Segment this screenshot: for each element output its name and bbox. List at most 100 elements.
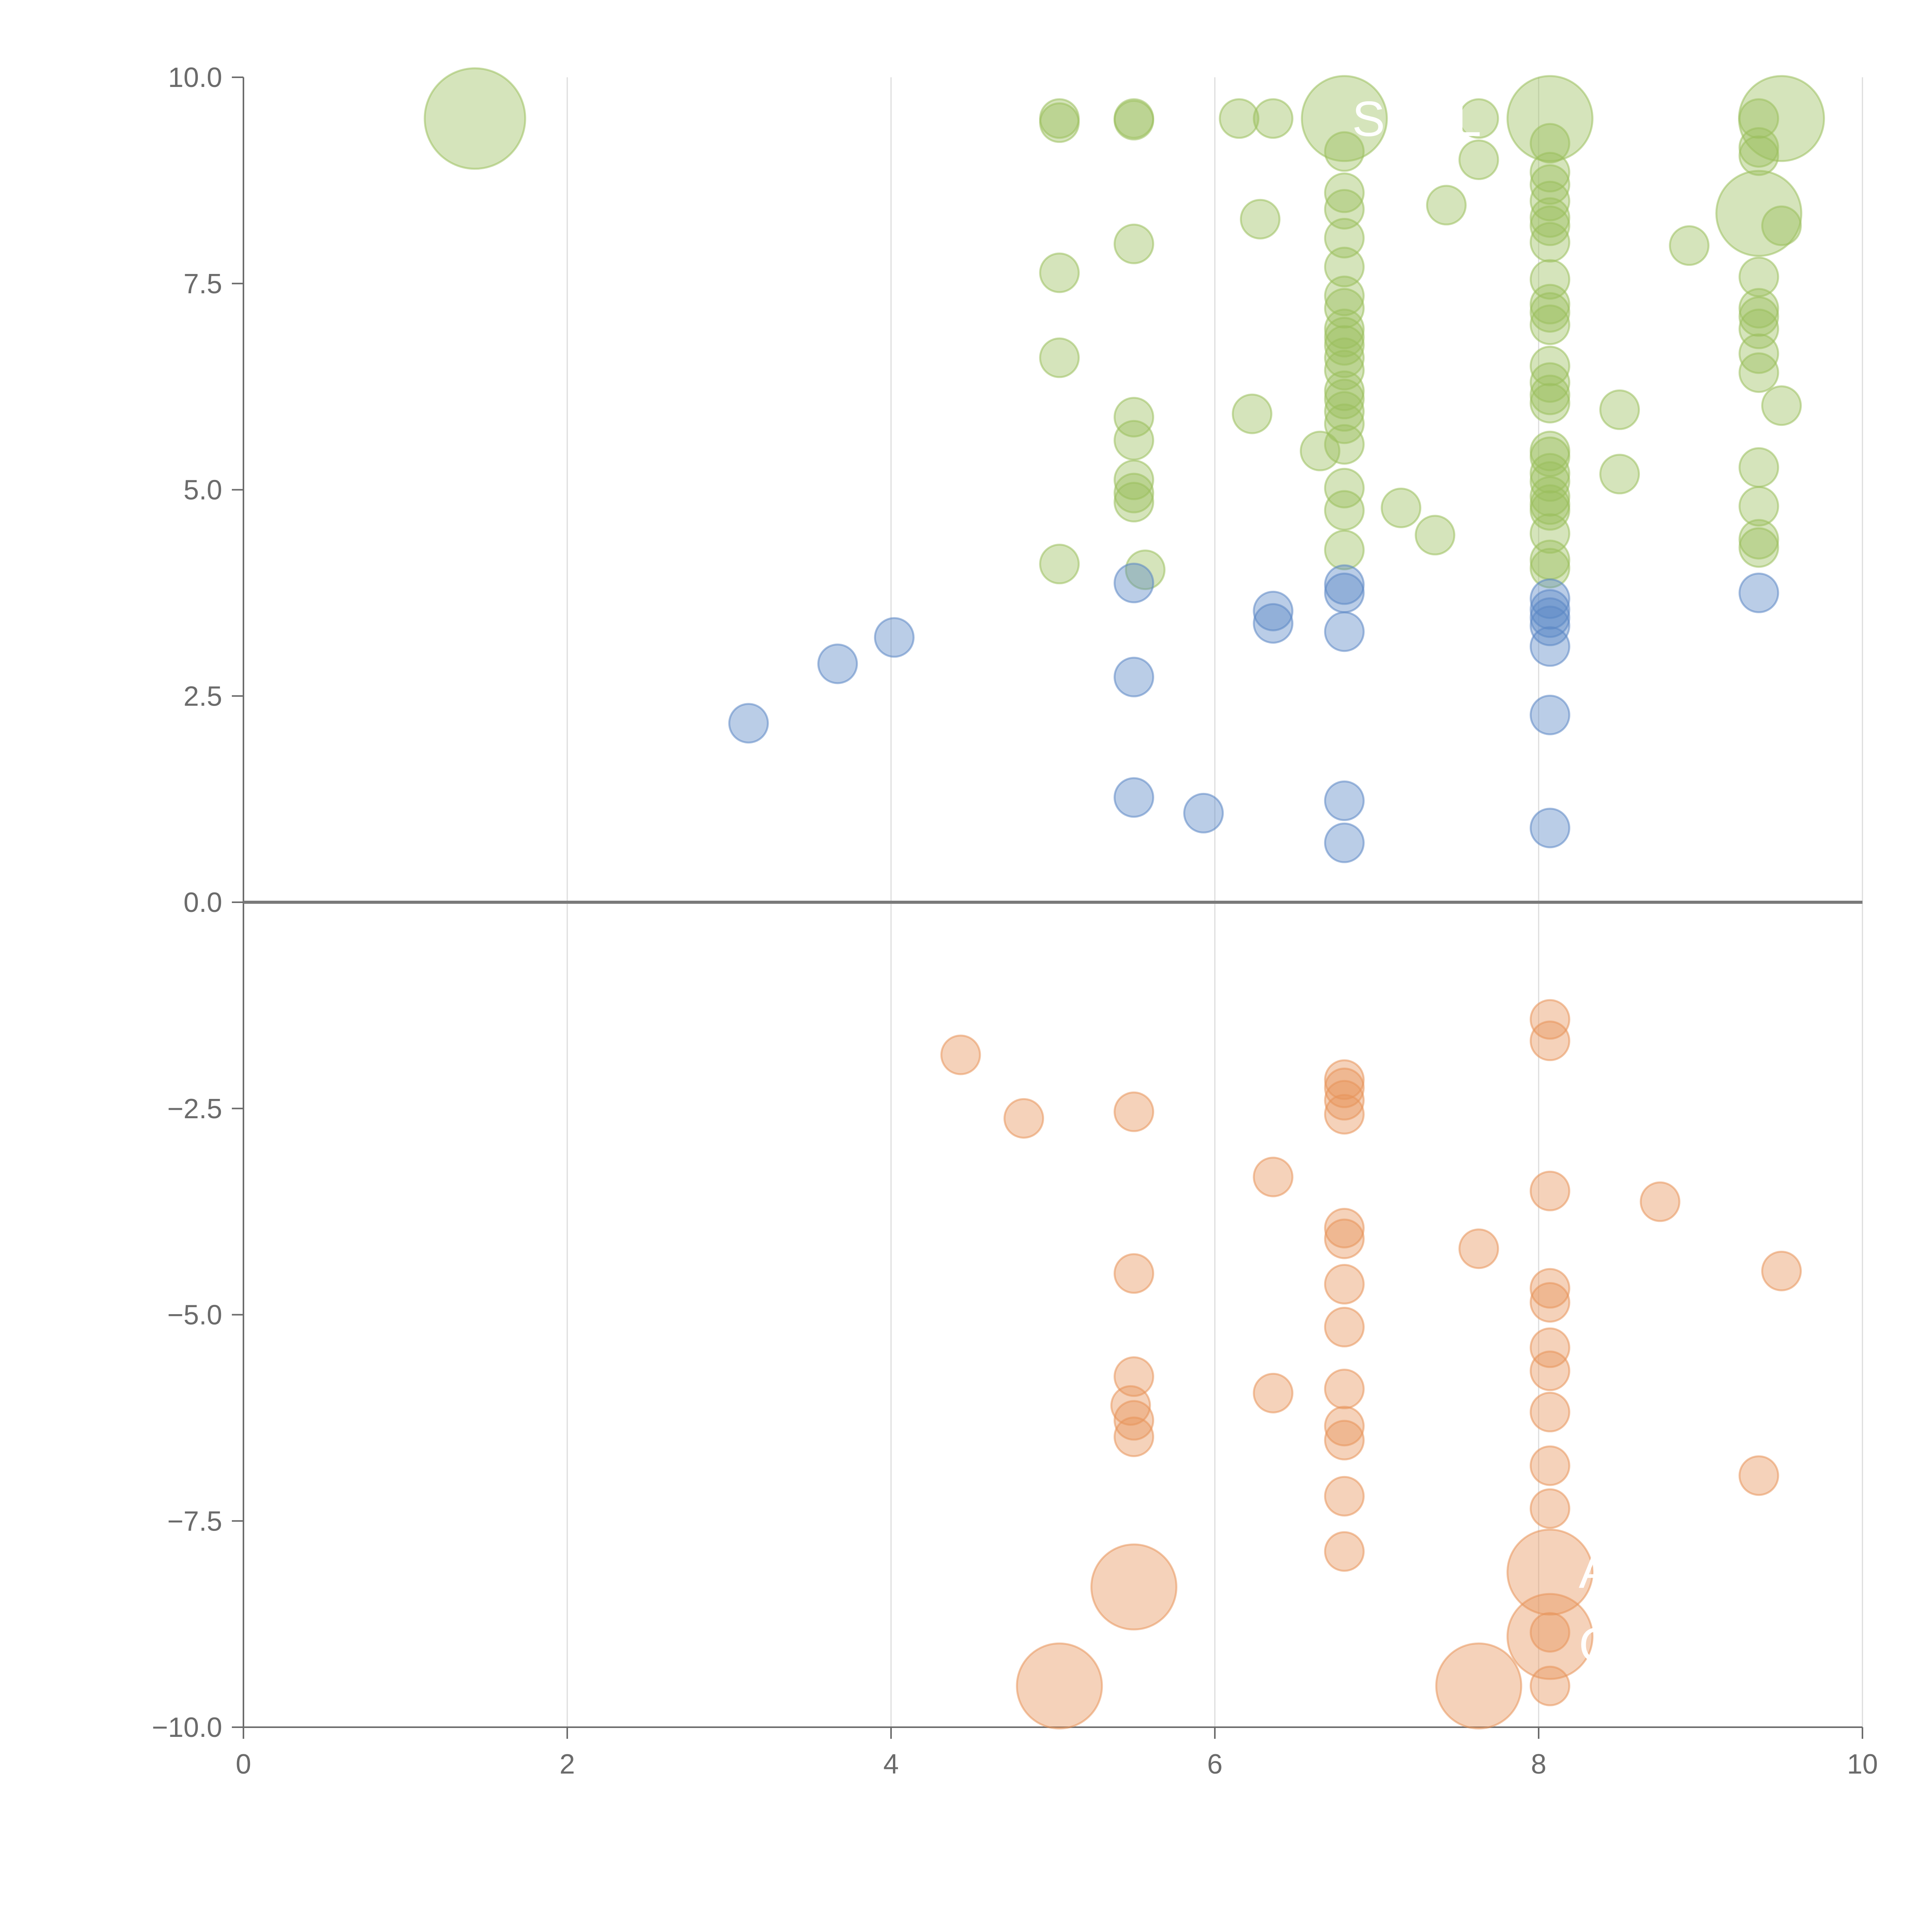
data-point: [1738, 1455, 1779, 1496]
data-point: [1738, 527, 1779, 568]
data-point: [1529, 1445, 1570, 1486]
data-point: [1381, 487, 1422, 528]
data-point: [1738, 447, 1779, 488]
data-point: [1529, 476, 1570, 517]
data-point: [1324, 1531, 1365, 1572]
data-point: [1183, 793, 1224, 833]
data-point: [1738, 308, 1779, 349]
data-point: [1529, 605, 1570, 646]
data-point: [1324, 317, 1365, 358]
data-point: [1529, 694, 1570, 735]
data-point: [1529, 1282, 1570, 1323]
data-point: [1219, 98, 1260, 139]
x-tick-label: 10: [1847, 1749, 1878, 1780]
data-point: [1529, 222, 1570, 263]
data-point: [1090, 1543, 1177, 1631]
data-point: [1114, 1091, 1154, 1132]
data-point: [1324, 370, 1365, 411]
data-point: [1415, 515, 1456, 556]
annotation-label: A: [1579, 1543, 1612, 1599]
data-point: [1738, 75, 1825, 162]
data-point: [1324, 611, 1365, 652]
data-point: [1253, 590, 1294, 631]
y-tick-label: −5.0: [167, 1300, 222, 1331]
data-point: [1324, 1208, 1365, 1248]
data-point: [1114, 1253, 1154, 1294]
data-point: [1324, 350, 1365, 391]
data-point: [1324, 189, 1365, 230]
data-point: [1599, 454, 1640, 495]
data-point: [1529, 626, 1570, 667]
data-point: [1529, 383, 1570, 423]
data-point: [1324, 468, 1365, 509]
data-point: [940, 1034, 981, 1075]
y-tick-label: 2.5: [184, 681, 222, 712]
data-point: [728, 703, 769, 744]
data-point: [1240, 199, 1281, 240]
annotation-label: G: [1579, 1618, 1617, 1673]
x-tick-label: 2: [560, 1749, 575, 1780]
x-tick-label: 4: [883, 1749, 899, 1780]
data-point: [1324, 1369, 1365, 1410]
data-point: [1016, 1642, 1103, 1730]
x-tick-label: 0: [236, 1749, 251, 1780]
data-point: [1529, 292, 1570, 333]
data-point: [1529, 490, 1570, 531]
data-point: [1738, 288, 1779, 329]
data-point: [1529, 1391, 1570, 1432]
data-point: [1114, 223, 1154, 264]
data-point: [1529, 284, 1570, 325]
data-point: [1639, 1181, 1680, 1222]
data-point: [1324, 424, 1365, 465]
data-point: [1529, 589, 1570, 630]
data-point: [1324, 822, 1365, 863]
x-tick-label: 6: [1207, 1749, 1223, 1780]
data-point: [1114, 420, 1154, 461]
y-tick-label: 0.0: [184, 887, 222, 918]
data-point: [1324, 564, 1365, 605]
data-point: [1324, 403, 1365, 444]
data-point: [1003, 1098, 1044, 1139]
data-point: [817, 643, 858, 684]
data-point: [1324, 780, 1365, 821]
data-point: [1529, 197, 1570, 238]
data-point: [1324, 1307, 1365, 1348]
data-point: [1114, 1416, 1154, 1457]
data-point: [1324, 1059, 1365, 1100]
data-point: [1114, 100, 1154, 141]
data-point: [1324, 1218, 1365, 1259]
data-point: [1529, 1665, 1570, 1706]
data-point: [1529, 999, 1570, 1040]
data-point: [874, 617, 915, 658]
data-point: [1529, 205, 1570, 246]
data-point: [1506, 1529, 1594, 1616]
data-point: [1324, 247, 1365, 287]
data-point: [1738, 352, 1779, 393]
data-point: [1738, 127, 1779, 168]
data-point: [1114, 563, 1154, 604]
data-point: [1529, 180, 1570, 221]
data-point: [1529, 259, 1570, 300]
data-point: [1324, 131, 1365, 172]
data-point: [1324, 1420, 1365, 1461]
data-point: [1114, 656, 1154, 697]
data-point: [1738, 519, 1779, 560]
data-point: [1761, 385, 1802, 426]
data-point: [1529, 1327, 1570, 1368]
data-point: [1529, 152, 1570, 193]
data-point: [1324, 276, 1365, 316]
data-point: [1114, 482, 1154, 523]
data-point: [1529, 461, 1570, 502]
data-point: [1529, 1268, 1570, 1309]
data-point: [1253, 1156, 1294, 1197]
y-tick-label: 10.0: [168, 62, 222, 93]
data-point: [1506, 75, 1594, 162]
data-points: [423, 67, 1825, 1730]
data-point: [1715, 170, 1803, 257]
data-point: [1324, 172, 1365, 213]
data-point: [1529, 164, 1570, 205]
data-point: [1324, 379, 1365, 420]
data-point: [1599, 389, 1640, 430]
data-point: [1231, 393, 1272, 434]
